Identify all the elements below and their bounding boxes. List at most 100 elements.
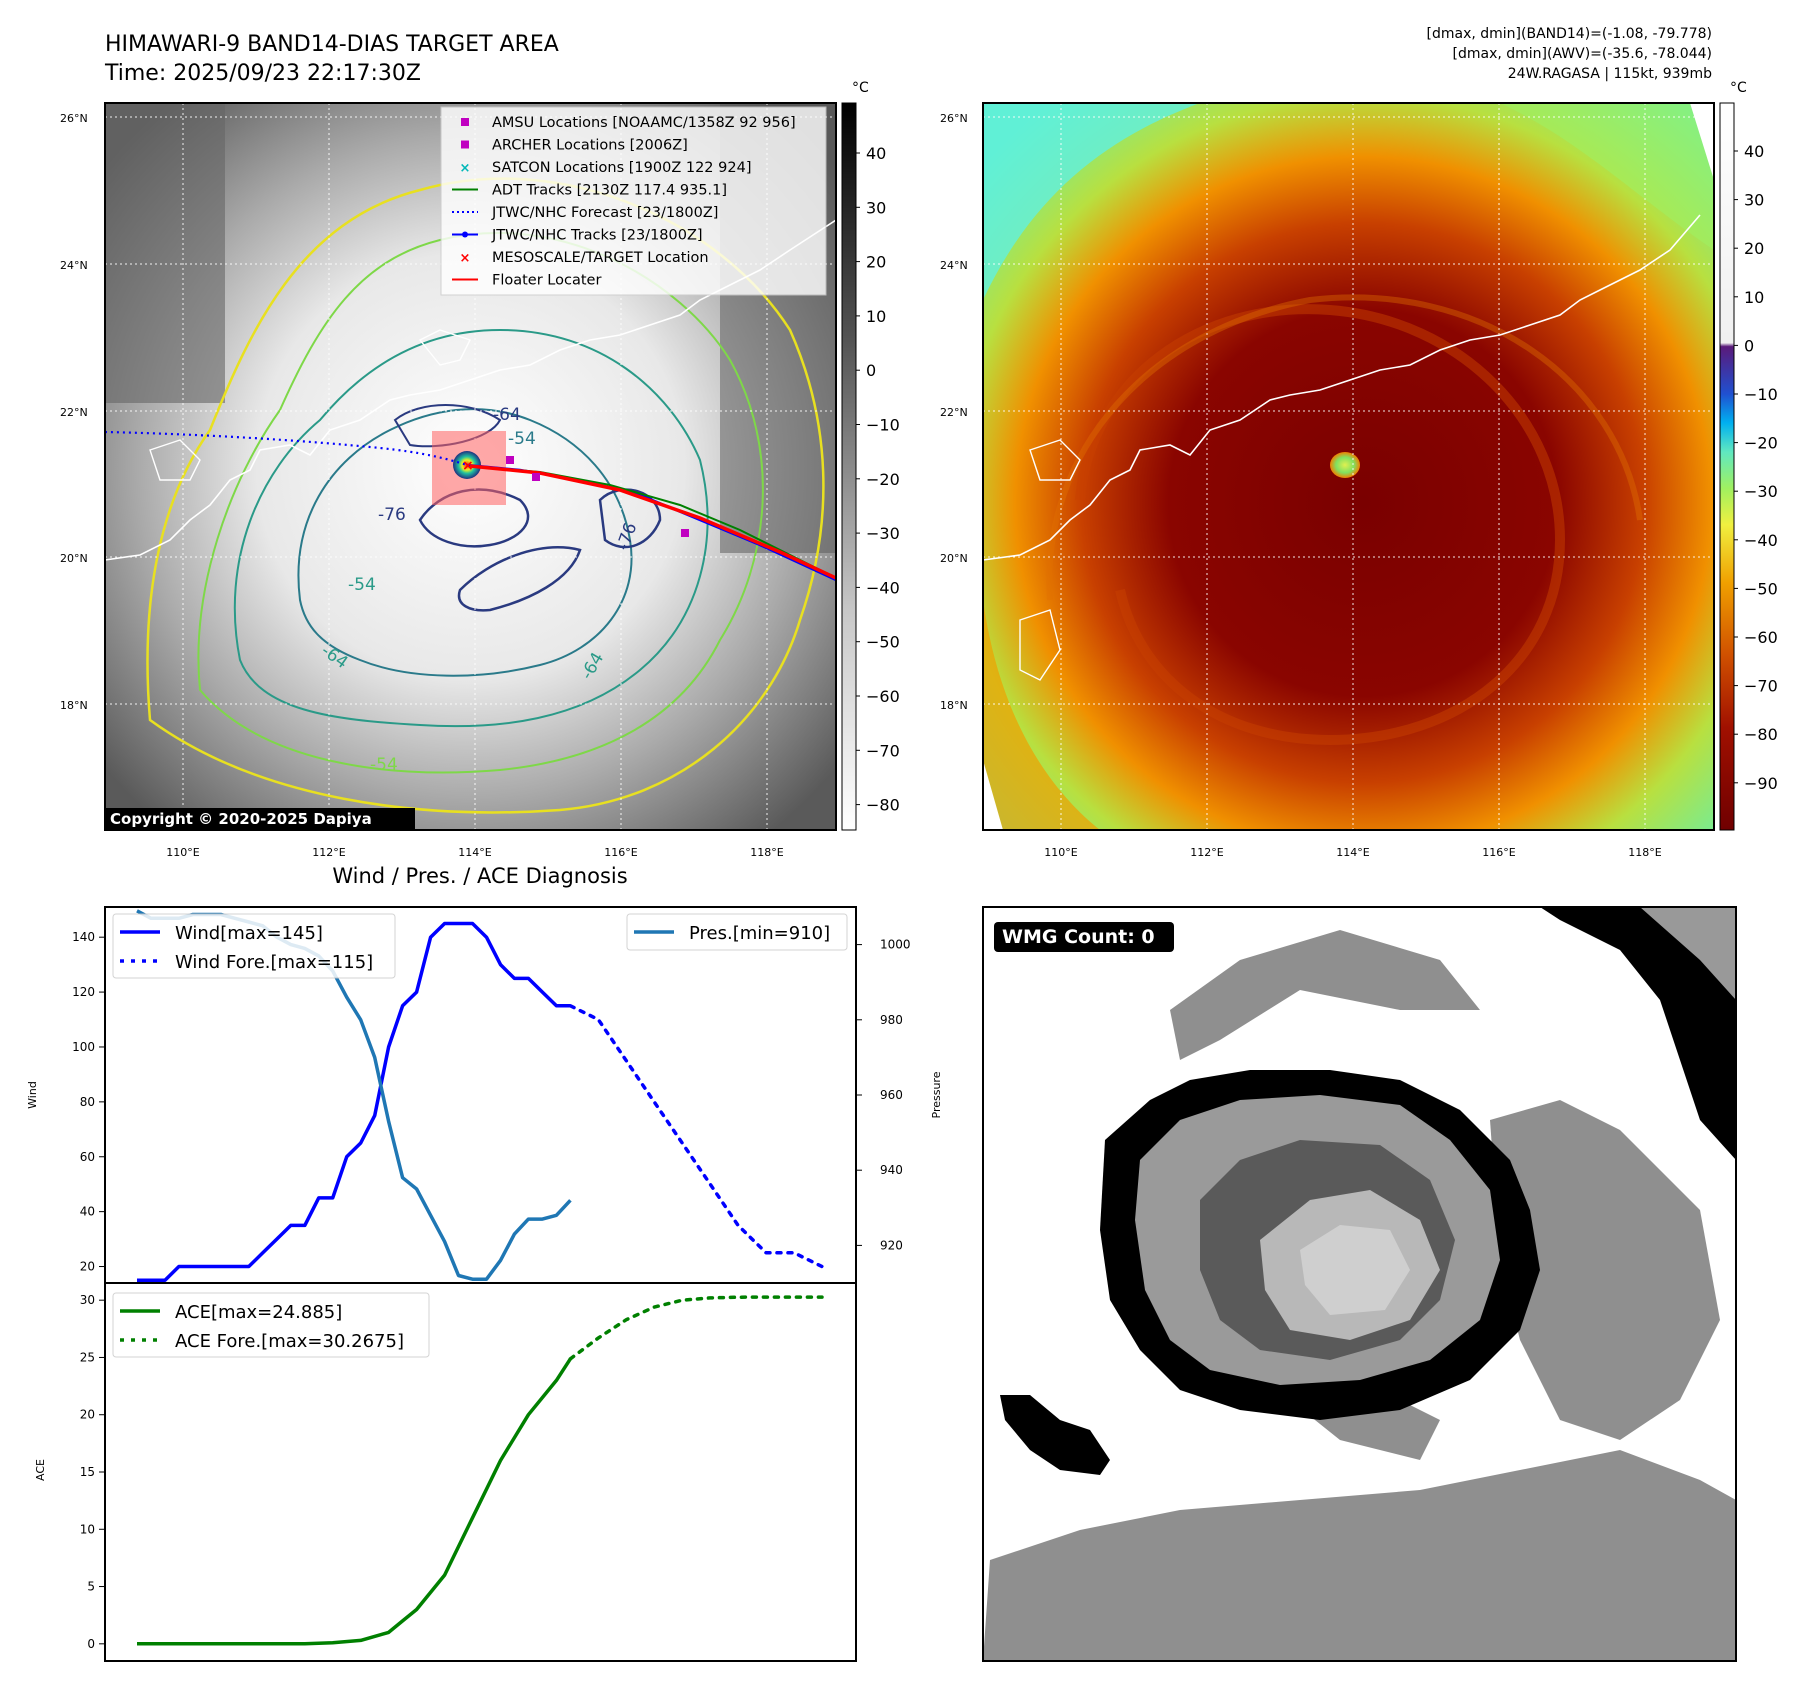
legend-label: ACE[max=24.885] [175,1302,342,1323]
y-tick-label: 20 [80,1260,95,1274]
lat-tick: 24°N [940,259,968,272]
stats-storm: 24W.RAGASA | 115kt, 939mb [1508,66,1712,82]
colorbar-unit: °C [852,80,869,96]
colorbar-tick-label: −70 [866,741,900,760]
colorbar-unit: °C [1730,80,1747,96]
ir-map-panel: × -64 -54 -76 -76 -54 -64 -54 -64 AMSU L… [104,102,837,831]
y2-tick-label: 920 [880,1238,903,1252]
legend-box [112,1292,430,1358]
stats-awv: [dmax, dmin](AWV)=(-35.6, -78.044) [1453,46,1712,62]
diagnosis-title: Wind / Pres. / ACE Diagnosis [332,864,627,888]
colorbar-tick-label: −10 [1744,385,1778,404]
y-tick-label: 120 [72,985,95,999]
colorbar-tick-label: −90 [1744,774,1778,793]
colorbar-tick-label: 10 [866,307,886,326]
y-tick-label: 30 [80,1293,95,1307]
lat-tick: 18°N [940,699,968,712]
contour-label: -54 [348,575,376,595]
colorbar-tick-label: −20 [1744,434,1778,453]
y-axis-label: ACE [34,1459,47,1481]
legend-box [626,913,848,951]
lat-tick: 26°N [940,112,968,125]
lon-tick: 112°E [1190,846,1223,859]
colorbar-tick-label: −50 [1744,579,1778,598]
ir-map-axes: 26°N 24°N 22°N 20°N 18°N 110°E 112°E 114… [60,112,784,859]
colorbar-tick-label: 30 [866,198,886,217]
legend-label: ACE Fore.[max=30.2675] [175,1331,404,1352]
colorbar-tick-label: −60 [866,687,900,706]
wmg-count: WMG Count: 0 [1002,926,1155,948]
lon-tick: 112°E [312,846,345,859]
y-tick-label: 100 [72,1040,95,1054]
color-colorbar: °C 40 30 20 10 0 −10 −20 −30 −40 −50 −60 −70 −80 −90 [1719,80,1778,831]
colorbar-tick-label: 40 [1744,142,1764,161]
colorbar-tick-label: −80 [1744,725,1778,744]
y-axis-label: Wind [26,1081,39,1109]
lon-tick: 116°E [604,846,637,859]
y-tick-label: 80 [80,1095,95,1109]
lon-tick: 118°E [750,846,783,859]
colorbar-tick-label: 40 [866,144,886,163]
colorbar-tick-label: −80 [866,796,900,815]
legend-label: AMSU Locations [NOAAMC/1358Z 92 956] [492,115,796,131]
y-tick-label: 40 [80,1205,95,1219]
legend-marker [461,140,469,149]
lon-tick: 110°E [166,846,199,859]
legend-label: MESOSCALE/TARGET Location [492,250,709,266]
colorbar-tick-label: −70 [1744,677,1778,696]
colorbar-tick-label: 0 [866,361,876,380]
series-line [137,1357,572,1646]
awv-map-axes: 26°N 24°N 22°N 20°N 18°N 110°E 112°E 114… [940,112,1662,859]
colorbar-tick-label: −30 [1744,482,1778,501]
y-tick-label: 60 [80,1150,95,1164]
series-line [137,921,571,1283]
legend-label: SATCON Locations [1900Z 122 924] [492,160,751,176]
colorbar-tick-label: 20 [1744,239,1764,258]
wmg-count-badge [994,922,1174,952]
map-legend: AMSU Locations [NOAAMC/1358Z 92 956] ARCH… [440,106,827,296]
colorbar-tick-label: 10 [1744,288,1764,307]
contour-label: -76 [378,505,406,525]
ace-chart: 0 5 10 15 20 25 30 ACE ACE[max=24.885] ACE Fore.[… [34,1282,857,1662]
legend-marker: × [460,161,471,176]
legend-label: Floater Locater [492,273,601,289]
legend-label: JTWC/NHC Forecast [23/1800Z] [491,205,718,221]
legend-label: Wind Fore.[max=115] [175,952,373,973]
legend-label: ARCHER Locations [2006Z] [492,138,688,154]
lat-tick: 22°N [60,406,88,419]
y2-tick-label: 940 [880,1163,903,1177]
colorbar-tick-label: −60 [1744,628,1778,647]
archer-marker [532,473,540,481]
lat-tick: 24°N [60,259,88,272]
legend-marker [462,231,468,238]
lat-tick: 20°N [940,552,968,565]
contour-label: -64 [493,405,521,425]
contour-label: -54 [370,755,398,775]
lat-tick: 20°N [60,552,88,565]
floater-track [469,464,836,580]
figure-title: HIMAWARI-9 BAND14-DIAS TARGET AREA [105,32,559,57]
colorbar-tick-label: −30 [866,524,900,543]
colorbar-tick-label: 30 [1744,191,1764,210]
contour-label: -54 [508,429,536,449]
copyright: Copyright © 2020-2025 Dapiya [110,810,372,828]
y-tick-label: 20 [80,1408,95,1422]
y-tick-label: 10 [80,1522,95,1536]
y2-tick-label: 1000 [880,938,911,952]
stats-band14: [dmax, dmin](BAND14)=(-1.08, -79.778) [1427,26,1713,42]
y2-axis-label: Pressure [930,1071,943,1118]
wind-pressure-chart: 20 40 60 80 100 120 140 920 940 960 980 1000 Wind Pre… [26,906,943,1284]
legend-marker: × [460,251,471,266]
wmg-panel: WMG Count: 0 [982,906,1737,1662]
y-tick-label: 15 [80,1465,95,1479]
colorbar-tick-label: 20 [866,253,886,272]
y2-tick-label: 960 [880,1088,903,1102]
lon-tick: 118°E [1628,846,1661,859]
colorbar-tick-label: −50 [866,633,900,652]
lon-tick: 116°E [1482,846,1515,859]
legend-label: Wind[max=145] [175,923,323,944]
lon-tick: 110°E [1044,846,1077,859]
awv-storm-eye [1330,452,1360,478]
lon-tick: 114°E [1336,846,1369,859]
